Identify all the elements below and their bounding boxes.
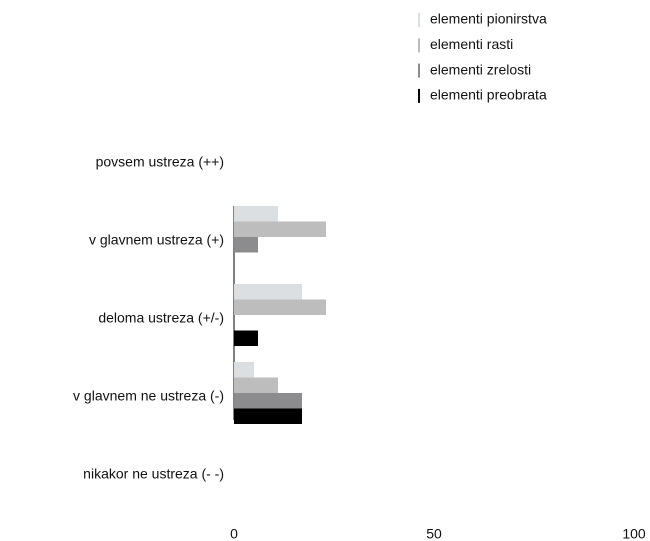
x-tick-label: 100 xyxy=(622,526,646,541)
bar xyxy=(234,393,302,409)
bar xyxy=(234,237,258,253)
x-tick-label: 0 xyxy=(230,526,238,541)
legend-label: elementi pionirstva xyxy=(430,11,547,27)
y-tick-label: povsem ustreza (++) xyxy=(96,154,224,170)
legend-label: elementi rasti xyxy=(430,36,513,52)
legend-swatch xyxy=(418,63,420,78)
x-tick-label: 50 xyxy=(426,526,442,541)
bar xyxy=(234,408,302,424)
bar xyxy=(234,221,326,237)
y-tick-label: deloma ustreza (+/-) xyxy=(98,310,224,326)
bar xyxy=(234,362,254,378)
bar xyxy=(234,206,278,222)
y-tick-label: v glavnem ne ustreza (-) xyxy=(73,388,224,404)
bar xyxy=(234,330,258,346)
legend-swatch xyxy=(418,88,420,103)
legend-label: elementi preobrata xyxy=(430,87,547,103)
bar xyxy=(234,299,326,315)
y-tick-label: v glavnem ustreza (+) xyxy=(89,232,224,248)
legend-swatch xyxy=(418,38,420,53)
bar xyxy=(234,377,278,393)
legend-label: elementi zrelosti xyxy=(430,61,531,77)
legend-swatch xyxy=(418,13,420,27)
y-tick-label: nikakor ne ustreza (- -) xyxy=(83,466,224,482)
bar xyxy=(234,284,302,300)
